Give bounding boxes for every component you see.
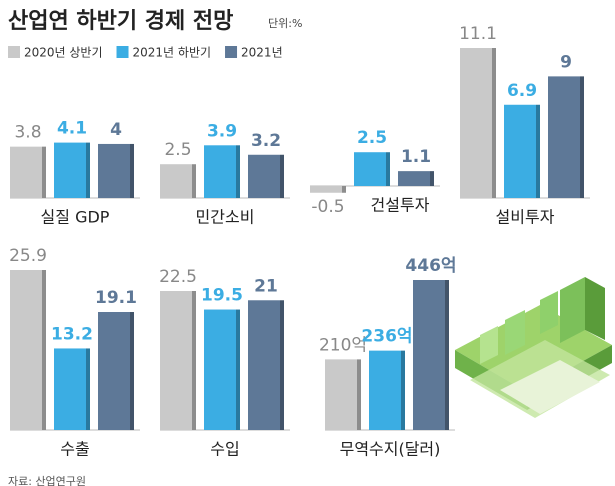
unit: 단위:% <box>268 17 302 30</box>
category-label: 민간소비 <box>196 208 255 227</box>
bar <box>98 312 130 430</box>
bar <box>460 48 492 198</box>
value-label: 19.1 <box>95 288 137 308</box>
bar-side <box>192 164 196 198</box>
value-label: 4.1 <box>57 119 87 139</box>
bar-side <box>236 145 240 198</box>
bar-side <box>86 142 90 198</box>
bar <box>325 359 357 430</box>
category-label: 실질 GDP <box>41 208 110 227</box>
bar-side <box>445 280 449 430</box>
value-label: 236억 <box>361 327 412 347</box>
value-label: 25.9 <box>9 246 47 266</box>
value-label: 19.5 <box>201 286 243 306</box>
bar <box>248 300 280 430</box>
bar-side <box>580 76 584 198</box>
legend-swatch <box>225 46 238 58</box>
bar <box>54 348 86 430</box>
title: 산업연 하반기 경제 전망 <box>8 9 233 34</box>
bar <box>504 104 536 198</box>
bar <box>548 76 580 198</box>
bar-side <box>386 152 390 186</box>
bar-side <box>492 48 496 198</box>
bar-side <box>357 359 361 430</box>
legend-label: 2021년 하반기 <box>133 46 212 60</box>
bar-side <box>42 270 46 430</box>
bar <box>98 143 130 198</box>
bar <box>10 270 42 430</box>
value-label: 3.9 <box>207 121 237 141</box>
bar <box>310 186 342 193</box>
value-label: 21 <box>254 276 278 296</box>
legend-swatch <box>8 46 20 58</box>
bar-side <box>280 154 284 198</box>
bar-side <box>342 186 346 193</box>
value-label: 2.5 <box>164 140 191 160</box>
bar-side <box>536 104 540 198</box>
value-label: 3.8 <box>14 123 41 143</box>
bar <box>204 145 236 198</box>
value-label: 22.5 <box>159 267 197 287</box>
bar-side <box>192 291 196 430</box>
category-label: 수출 <box>60 440 89 459</box>
bar <box>160 291 192 430</box>
bar-side <box>42 146 46 198</box>
value-label: 13.2 <box>51 324 93 344</box>
bar <box>204 309 236 430</box>
bar <box>160 164 192 198</box>
bar-side <box>86 348 90 430</box>
value-label: 11.1 <box>459 24 497 44</box>
value-label: 210억 <box>319 335 367 355</box>
value-label: 6.9 <box>507 81 537 101</box>
bar <box>369 350 401 430</box>
value-label: -0.5 <box>311 197 344 217</box>
legend-label: 2020년 상반기 <box>24 46 103 60</box>
source: 자료: 산업연구원 <box>8 475 86 486</box>
category-label: 건설투자 <box>371 196 430 215</box>
value-label: 446억 <box>405 256 456 276</box>
bar <box>54 142 86 198</box>
legend-label: 2021년 <box>241 46 283 60</box>
value-label: 9 <box>560 52 572 72</box>
bar-side <box>236 309 240 430</box>
value-label: 1.1 <box>401 147 431 167</box>
value-label: 2.5 <box>357 128 387 148</box>
bar <box>413 280 445 430</box>
value-label: 3.2 <box>251 131 281 151</box>
value-label: 4 <box>110 120 122 140</box>
bar <box>398 171 430 186</box>
bar-side <box>401 350 405 430</box>
bar <box>248 154 280 198</box>
bar-side <box>430 171 434 186</box>
category-label: 수입 <box>210 440 239 459</box>
bar <box>10 146 42 198</box>
category-label: 설비투자 <box>496 208 555 227</box>
legend-swatch <box>116 46 129 58</box>
category-label: 무역수지(달러) <box>340 440 441 459</box>
bar-side <box>130 143 134 198</box>
bar-side <box>280 300 284 430</box>
bar <box>354 152 386 186</box>
illustration <box>455 277 612 418</box>
bar-side <box>130 312 134 430</box>
